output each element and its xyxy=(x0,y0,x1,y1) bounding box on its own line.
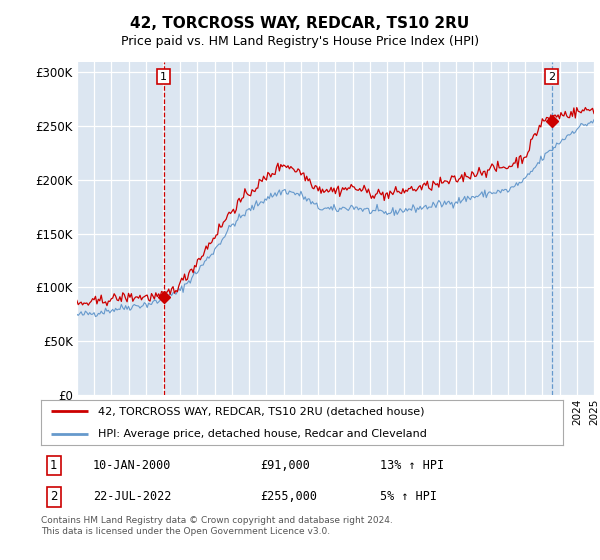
Text: £91,000: £91,000 xyxy=(260,459,310,472)
Text: Contains HM Land Registry data © Crown copyright and database right 2024.
This d: Contains HM Land Registry data © Crown c… xyxy=(41,516,392,536)
Text: 1: 1 xyxy=(50,459,58,472)
Text: 22-JUL-2022: 22-JUL-2022 xyxy=(93,491,172,503)
Text: 10-JAN-2000: 10-JAN-2000 xyxy=(93,459,172,472)
Text: Price paid vs. HM Land Registry's House Price Index (HPI): Price paid vs. HM Land Registry's House … xyxy=(121,35,479,48)
Text: HPI: Average price, detached house, Redcar and Cleveland: HPI: Average price, detached house, Redc… xyxy=(98,428,427,438)
Text: 42, TORCROSS WAY, REDCAR, TS10 2RU: 42, TORCROSS WAY, REDCAR, TS10 2RU xyxy=(130,16,470,31)
Text: £255,000: £255,000 xyxy=(260,491,317,503)
Text: 13% ↑ HPI: 13% ↑ HPI xyxy=(380,459,444,472)
Text: 2: 2 xyxy=(50,491,58,503)
Text: 2: 2 xyxy=(548,72,556,82)
Text: 42, TORCROSS WAY, REDCAR, TS10 2RU (detached house): 42, TORCROSS WAY, REDCAR, TS10 2RU (deta… xyxy=(98,406,425,416)
Text: 5% ↑ HPI: 5% ↑ HPI xyxy=(380,491,437,503)
Text: 1: 1 xyxy=(160,72,167,82)
